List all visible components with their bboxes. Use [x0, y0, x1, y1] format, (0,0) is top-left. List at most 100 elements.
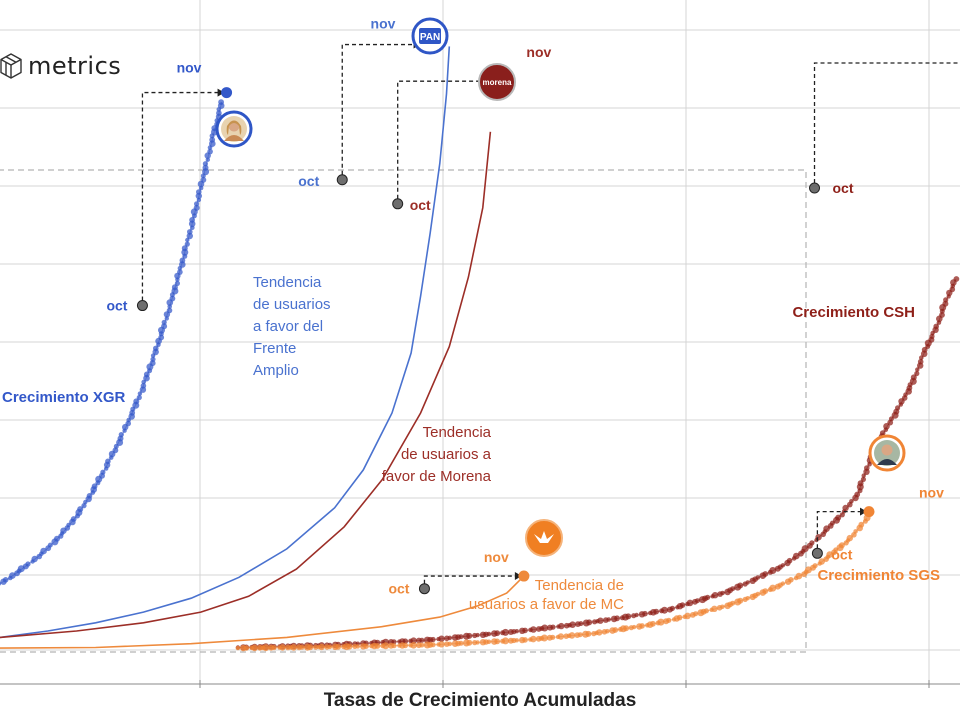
mc-eagle-shape — [534, 531, 554, 543]
data-point — [755, 591, 761, 597]
data-point — [642, 610, 648, 617]
series-label-line: Tendencia de — [535, 577, 624, 594]
data-point — [650, 620, 656, 627]
data-point — [522, 627, 528, 634]
data-point — [684, 612, 691, 620]
data-point — [514, 629, 519, 634]
badge-morena: morena — [478, 63, 516, 101]
data-point — [745, 596, 750, 601]
data-point — [161, 323, 168, 330]
data-point — [166, 307, 173, 314]
data-point — [693, 611, 699, 617]
data-point — [541, 624, 549, 632]
connector-mc — [423, 575, 516, 584]
marker-label-oct: oct — [831, 546, 852, 562]
series-morena — [0, 131, 492, 639]
data-point — [374, 643, 381, 649]
badge-sgs — [868, 434, 906, 472]
data-point — [143, 371, 150, 378]
data-point — [669, 605, 676, 612]
data-point — [769, 584, 777, 592]
data-point — [438, 641, 445, 648]
data-point — [209, 136, 216, 143]
data-point — [569, 621, 576, 628]
photo-body — [877, 459, 897, 465]
series-csh — [235, 276, 960, 651]
data-point — [795, 572, 803, 580]
photo-body — [224, 135, 244, 141]
series-label-line: Tendencia — [253, 274, 322, 291]
data-point — [786, 557, 793, 564]
cube-icon — [0, 53, 22, 79]
data-point — [612, 627, 619, 633]
data-point — [762, 588, 769, 594]
data-point — [910, 374, 917, 381]
data-point — [184, 241, 190, 247]
data-point — [858, 521, 865, 528]
data-point — [466, 639, 473, 646]
data-point — [100, 469, 106, 475]
data-point — [860, 476, 867, 482]
data-point — [720, 604, 725, 610]
data-point — [243, 645, 250, 651]
data-point — [550, 624, 556, 630]
data-point — [174, 280, 180, 286]
series-label-line: de usuarios — [253, 296, 331, 313]
data-point — [235, 645, 241, 651]
data-point — [780, 563, 786, 568]
data-point — [150, 356, 156, 362]
data-point — [158, 334, 165, 341]
data-point — [730, 600, 736, 606]
photo-face — [881, 444, 893, 456]
data-point — [933, 323, 939, 330]
data-point — [419, 642, 425, 648]
marker-oct-csh — [809, 182, 821, 194]
series-mc — [0, 575, 525, 649]
data-point — [112, 447, 119, 454]
series-label-line: a favor del — [253, 318, 323, 335]
series-label-line: usuarios a favor de MC — [469, 596, 624, 613]
series-label-line: Tendencia — [423, 424, 492, 441]
data-point — [653, 608, 660, 615]
data-point — [9, 572, 16, 579]
data-point — [410, 637, 417, 644]
data-point — [137, 391, 143, 396]
badge-mc — [525, 519, 563, 557]
data-point — [676, 614, 683, 621]
data-point — [557, 633, 565, 640]
marker-label-nov: nov — [484, 549, 509, 565]
marker-label-oct: oct — [410, 197, 431, 213]
series-xgr — [0, 99, 225, 586]
marker-label-nov: nov — [177, 60, 202, 76]
data-point — [133, 398, 140, 405]
data-point — [585, 630, 592, 637]
data-point — [486, 639, 492, 645]
data-point — [943, 297, 949, 303]
data-point — [70, 516, 77, 522]
data-point — [705, 594, 711, 601]
data-point — [179, 257, 186, 264]
data-point — [307, 644, 314, 651]
grid — [0, 0, 960, 688]
data-point — [430, 636, 436, 643]
series-line-morena — [0, 131, 492, 639]
connector-sgs — [816, 510, 862, 549]
marker-oct-fa — [336, 174, 348, 186]
data-point — [335, 643, 342, 650]
data-point — [475, 632, 480, 638]
series-label-line: Frente — [253, 340, 296, 357]
data-point — [391, 643, 397, 649]
data-point — [290, 644, 298, 651]
data-point — [568, 632, 576, 639]
morena-logo-icon — [478, 63, 516, 101]
data-point — [77, 506, 84, 513]
badge-text: PAN — [420, 32, 440, 43]
data-point — [801, 545, 809, 553]
data-point — [857, 480, 864, 487]
data-point — [666, 617, 672, 623]
data-point — [279, 644, 286, 651]
data-point — [530, 635, 537, 643]
data-point — [181, 245, 188, 252]
data-point — [530, 626, 537, 633]
badge-fa: PAN — [411, 17, 449, 55]
